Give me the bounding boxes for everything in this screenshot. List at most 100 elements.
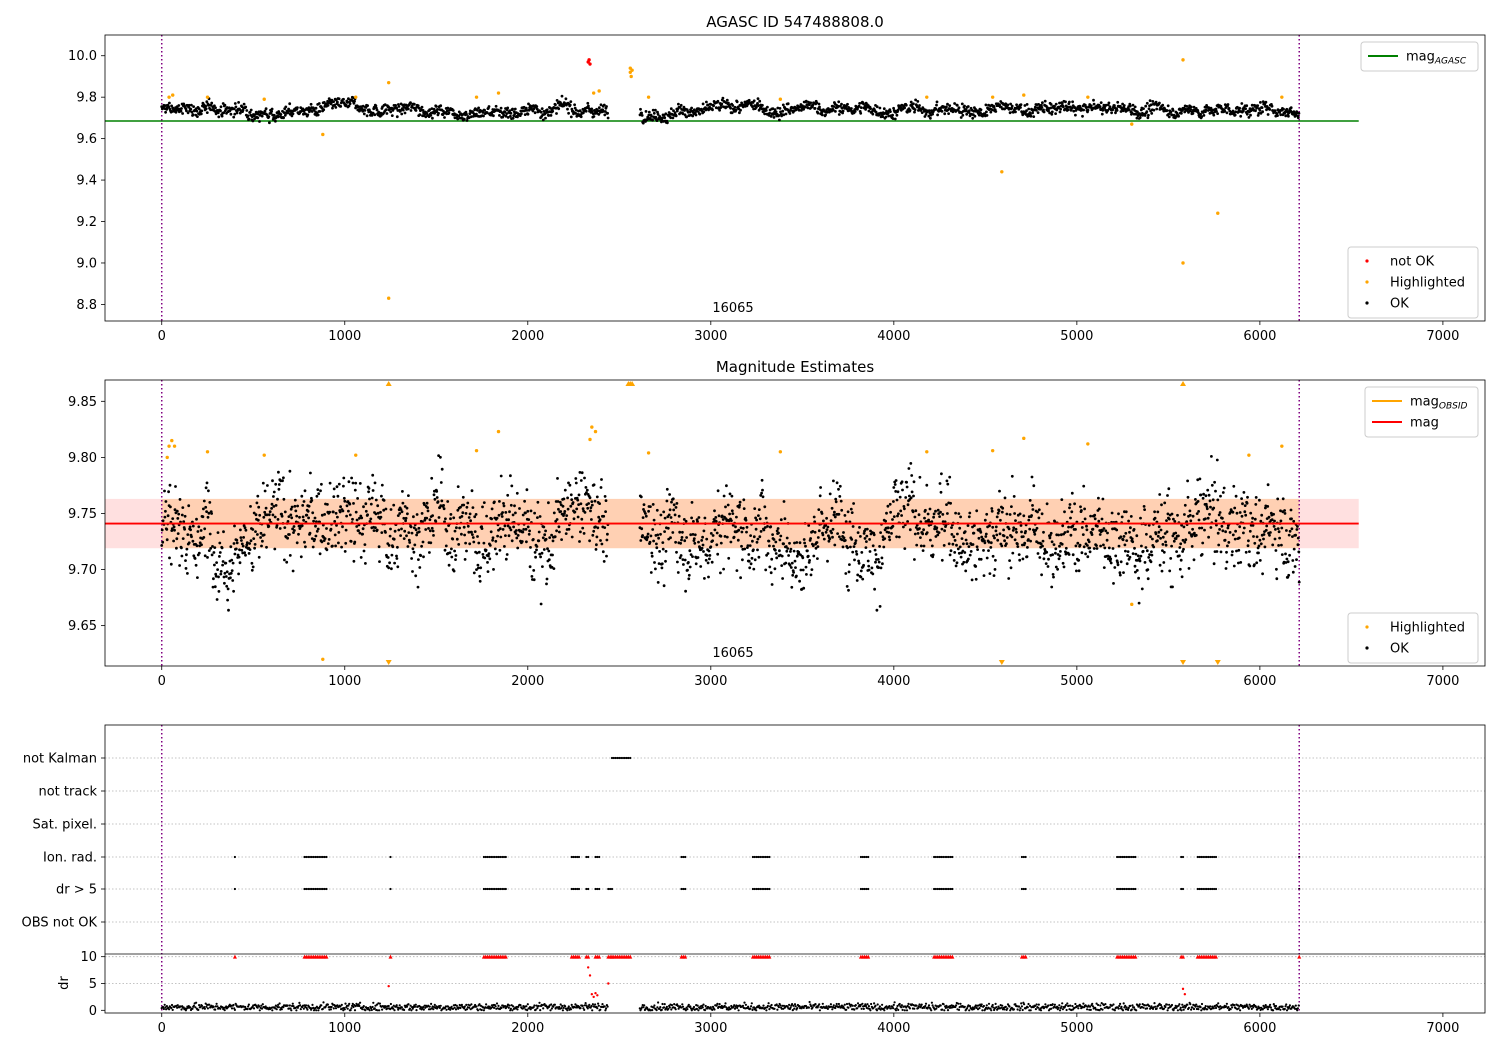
ok-point xyxy=(1086,528,1089,531)
ok-point xyxy=(971,579,974,582)
ok-point xyxy=(1243,510,1246,513)
highlighted-point xyxy=(1022,437,1025,440)
ok-point xyxy=(180,547,183,550)
ok-point xyxy=(693,542,696,545)
ok-point xyxy=(798,580,801,583)
ok-point xyxy=(339,105,342,108)
ok-point xyxy=(568,528,571,531)
ok-point xyxy=(662,511,665,514)
ok-point xyxy=(490,518,493,521)
ok-point xyxy=(410,557,413,560)
ok-point xyxy=(593,483,596,486)
ok-point xyxy=(1281,553,1284,556)
ok-point xyxy=(782,542,785,545)
ok-point xyxy=(301,504,304,507)
ok-point xyxy=(1226,561,1229,564)
ok-point xyxy=(994,110,997,113)
ok-point xyxy=(764,569,767,572)
ok-point xyxy=(903,107,906,110)
ok-point xyxy=(590,108,593,111)
ok-point xyxy=(300,555,303,558)
ok-point xyxy=(237,573,240,576)
flag-mark xyxy=(620,757,622,759)
ok-point xyxy=(765,109,768,112)
ok-point xyxy=(387,566,390,569)
ok-point xyxy=(407,531,410,534)
flag-mark xyxy=(759,888,761,890)
ok-point xyxy=(827,526,830,529)
ok-point xyxy=(890,532,893,535)
ok-point xyxy=(875,553,878,556)
ok-point xyxy=(583,477,586,480)
ok-point xyxy=(1297,543,1300,546)
ok-point xyxy=(1234,538,1237,541)
ok-point xyxy=(217,116,220,119)
ok-point xyxy=(282,476,285,479)
ok-point xyxy=(575,508,578,511)
ok-point xyxy=(539,556,542,559)
ok-point xyxy=(945,503,948,506)
ok-point xyxy=(1183,526,1186,529)
ok-point xyxy=(1274,538,1277,541)
ok-point xyxy=(715,543,718,546)
ok-point xyxy=(514,108,517,111)
ok-point xyxy=(901,489,904,492)
ok-point xyxy=(1246,113,1249,116)
ok-point xyxy=(566,108,569,111)
ok-point xyxy=(487,555,490,558)
ok-point xyxy=(251,562,254,565)
ok-point xyxy=(780,564,783,567)
ok-point xyxy=(569,100,572,103)
ok-point xyxy=(853,559,856,562)
ok-point xyxy=(200,110,203,113)
ok-point xyxy=(252,537,255,540)
ok-point xyxy=(265,507,268,510)
ok-point xyxy=(1297,537,1300,540)
ok-point xyxy=(736,100,739,103)
ok-point xyxy=(1146,549,1149,552)
ok-point xyxy=(884,520,887,523)
ok-point xyxy=(899,496,902,499)
flag-mark xyxy=(766,888,768,890)
ok-point xyxy=(535,549,538,552)
ok-point xyxy=(344,542,347,545)
ok-point xyxy=(426,502,429,505)
highlighted-point xyxy=(1216,212,1219,215)
ok-point xyxy=(1051,553,1054,556)
ok-point xyxy=(407,494,410,497)
ok-point xyxy=(554,535,557,538)
ok-point xyxy=(1093,514,1096,517)
ok-point xyxy=(1264,546,1267,549)
ok-point xyxy=(1209,500,1212,503)
ok-point xyxy=(580,518,583,521)
ok-point xyxy=(434,520,437,523)
highlighted-point xyxy=(779,450,782,453)
ok-point xyxy=(720,103,723,106)
ok-point xyxy=(1238,537,1241,540)
ok-point xyxy=(574,511,577,514)
ok-point xyxy=(269,510,272,513)
ok-point xyxy=(570,498,573,501)
flag-mark xyxy=(1202,888,1204,890)
ok-point xyxy=(190,535,193,538)
flag-mark xyxy=(867,856,869,858)
ok-point xyxy=(428,551,431,554)
ok-point xyxy=(823,538,826,541)
ok-point xyxy=(708,558,711,561)
ok-point xyxy=(394,104,397,107)
ok-point xyxy=(475,513,478,516)
ok-point xyxy=(650,571,653,574)
ok-point xyxy=(1082,485,1085,488)
ok-point xyxy=(430,477,433,480)
ok-point xyxy=(240,549,243,552)
ok-point xyxy=(1159,564,1162,567)
ok-point xyxy=(781,577,784,580)
ok-point xyxy=(454,530,457,533)
ok-point xyxy=(219,110,222,113)
ok-point xyxy=(966,542,969,545)
ok-point xyxy=(939,482,942,485)
ok-point xyxy=(249,548,252,551)
ok-point xyxy=(387,556,390,559)
ok-point xyxy=(938,531,941,534)
not-ok-point xyxy=(588,62,591,65)
